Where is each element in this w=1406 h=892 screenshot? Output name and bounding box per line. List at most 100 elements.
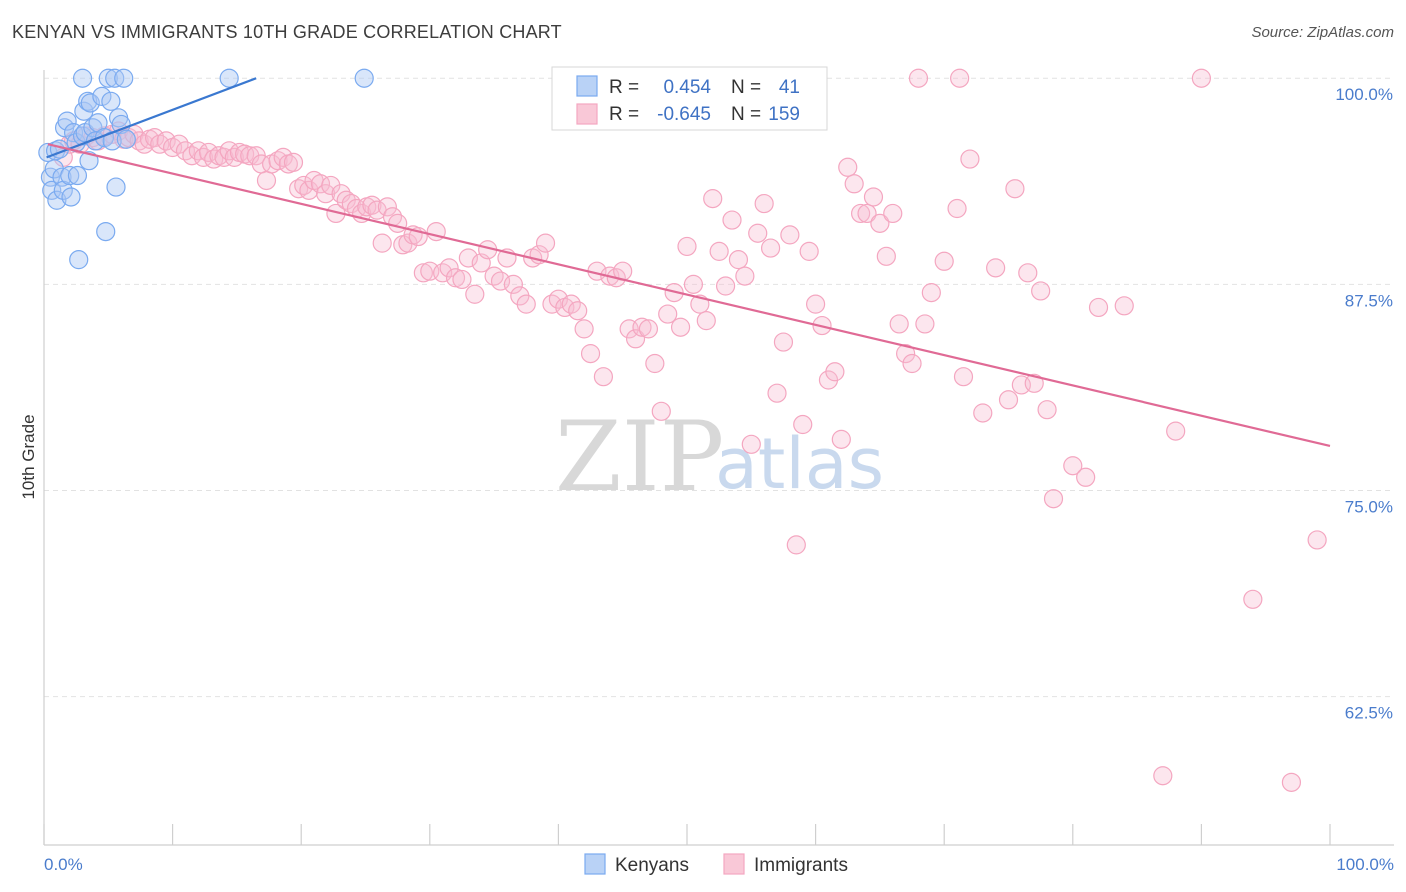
kenyans-swatch (576, 75, 598, 97)
immigrants-point (915, 314, 935, 334)
immigrants-point (388, 213, 408, 233)
kenyans-point (69, 250, 89, 270)
immigrants-point (377, 197, 397, 217)
immigrants-point (651, 401, 671, 421)
kenyans-point (98, 68, 118, 88)
immigrants-point (465, 284, 485, 304)
immigrants-point (741, 434, 761, 454)
immigrants-point (754, 193, 774, 214)
immigrants-point (516, 294, 536, 314)
series-legend: Kenyans Immigrants (584, 853, 848, 876)
immigrants-point (1153, 766, 1173, 786)
immigrants-point (773, 332, 794, 352)
immigrants-point (889, 314, 909, 334)
immigrants-point (1243, 589, 1263, 609)
immigrants-point (748, 223, 768, 243)
y-tick-label: 87.5% (1345, 291, 1393, 310)
immigrants-point (709, 241, 729, 261)
immigrants-point (735, 266, 755, 286)
immigrants-point (535, 233, 556, 253)
immigrants-points (53, 68, 1327, 792)
kenyans-point (80, 93, 100, 113)
immigrants-point (670, 317, 691, 337)
immigrants-point (767, 383, 787, 403)
y-axis-title: 10th Grade (19, 414, 38, 499)
immigrants-point (838, 157, 858, 177)
immigrants-point (1005, 179, 1025, 199)
immigrants-point (831, 429, 851, 449)
kenyans-point (114, 68, 134, 88)
immigrants-point (950, 68, 970, 88)
immigrants-point (863, 187, 884, 207)
immigrants-point (960, 149, 980, 169)
immigrants-point (645, 353, 665, 374)
immigrants-point (336, 190, 356, 210)
kenyans-point (57, 111, 77, 131)
kenyans-point (42, 180, 62, 200)
immigrants-point (998, 390, 1019, 410)
immigrants-point (1281, 772, 1302, 792)
immigrants-point (445, 268, 466, 288)
immigrants-point (722, 210, 742, 230)
kenyans-point (101, 91, 121, 111)
legend-swatch-immigrants (723, 853, 745, 875)
immigrants-point (283, 152, 304, 172)
immigrants-point (921, 283, 941, 303)
immigrants-point (638, 319, 659, 339)
immigrants-point (1088, 297, 1109, 318)
immigrants-point (593, 367, 614, 387)
immigrants-point (1114, 296, 1134, 316)
kenyans-point (60, 165, 80, 186)
immigrants-point (1076, 467, 1096, 487)
y-tick-label: 100.0% (1335, 85, 1393, 104)
legend-n-label-2: N = (731, 104, 761, 125)
immigrants-point (780, 225, 800, 245)
immigrants-point (696, 311, 716, 331)
trend-lines (46, 77, 1331, 448)
immigrants-point (786, 535, 806, 555)
legend-n-value-immigrants: 159 (768, 104, 800, 125)
legend-swatch-kenyans (584, 853, 606, 875)
immigrants-point (658, 304, 678, 324)
immigrants-point (683, 274, 704, 294)
immigrants-point (452, 269, 472, 290)
immigrants-point (199, 142, 219, 163)
immigrants-point (580, 344, 601, 364)
kenyans-point (219, 68, 239, 88)
kenyans-point (72, 68, 93, 88)
immigrants-point (844, 174, 864, 194)
immigrants-point (458, 248, 478, 268)
immigrants-point (908, 68, 929, 88)
kenyans-point (92, 86, 112, 106)
immigrants-point (805, 294, 826, 314)
immigrants-point (268, 151, 288, 171)
legend-label-immigrants: Immigrants (754, 855, 848, 876)
immigrants-point (799, 241, 819, 261)
immigrants-point (214, 147, 234, 167)
immigrants-point (703, 189, 723, 209)
immigrants-point (934, 251, 954, 271)
immigrants-point (331, 184, 351, 204)
immigrants-point (484, 266, 504, 286)
immigrants-point (433, 263, 453, 283)
gridlines (44, 77, 1394, 698)
legend-r-label-1: R = (609, 77, 639, 98)
immigrants-point (144, 128, 165, 148)
x-tick-label-min: 0.0% (44, 855, 83, 874)
watermark-zip: ZIP (555, 401, 724, 513)
immigrants-trend-line (47, 143, 1331, 448)
immigrants-point (413, 263, 433, 283)
kenyans-trend-line (46, 77, 257, 159)
immigrants-point (439, 258, 459, 278)
immigrants-point (870, 213, 890, 233)
immigrants-point (1166, 421, 1186, 441)
immigrants-point (503, 274, 523, 294)
kenyans-point (79, 151, 99, 171)
immigrants-point (1063, 456, 1083, 476)
axes (43, 70, 1394, 846)
immigrants-point (896, 344, 916, 364)
immigrants-point (625, 329, 646, 349)
immigrants-point (973, 403, 993, 423)
kenyans-point (116, 129, 136, 149)
y-tick-label: 75.0% (1345, 497, 1393, 516)
